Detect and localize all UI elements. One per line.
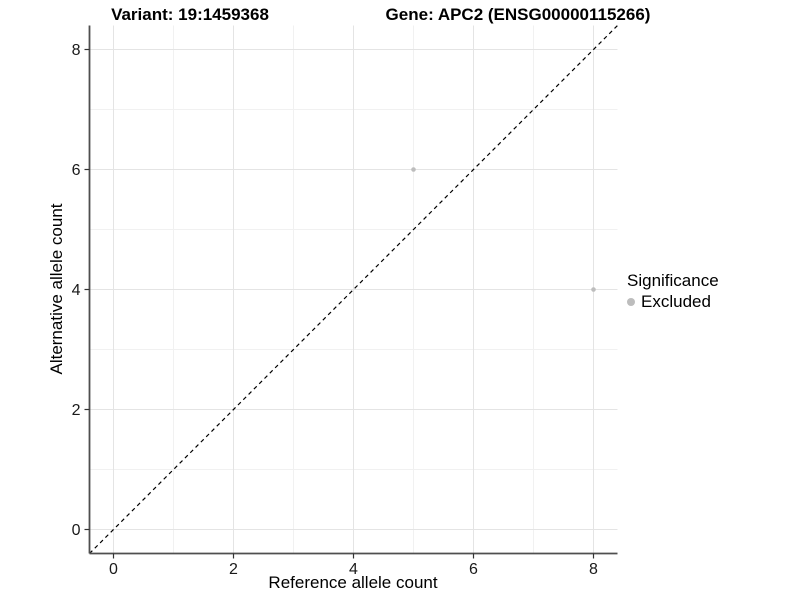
x-tick-label: 8	[589, 561, 598, 578]
legend-item-excluded: Excluded	[627, 292, 719, 311]
x-tick-label: 0	[109, 561, 118, 578]
data-point	[411, 167, 416, 172]
plot-title-gene: Gene: APC2 (ENSG00000115266)	[385, 5, 651, 24]
y-tick-label: 0	[72, 522, 81, 539]
x-axis-title: Reference allele count	[268, 573, 438, 592]
data-point	[591, 287, 596, 292]
plot-title-variant: Variant: 19:1459368	[111, 5, 269, 24]
x-tick-label: 4	[349, 561, 358, 578]
x-tick-label: 2	[229, 561, 238, 578]
y-tick-label: 8	[72, 42, 81, 59]
y-tick-label: 6	[72, 162, 81, 179]
y-tick-label: 2	[72, 402, 81, 419]
legend: Significance Excluded	[627, 271, 719, 311]
legend-item-label: Excluded	[641, 292, 711, 311]
x-tick-label: 6	[469, 561, 478, 578]
legend-point-icon	[627, 297, 635, 306]
legend-title: Significance	[627, 271, 719, 290]
y-tick-label: 4	[72, 282, 81, 299]
y-axis-title: Alternative allele count	[47, 203, 66, 375]
